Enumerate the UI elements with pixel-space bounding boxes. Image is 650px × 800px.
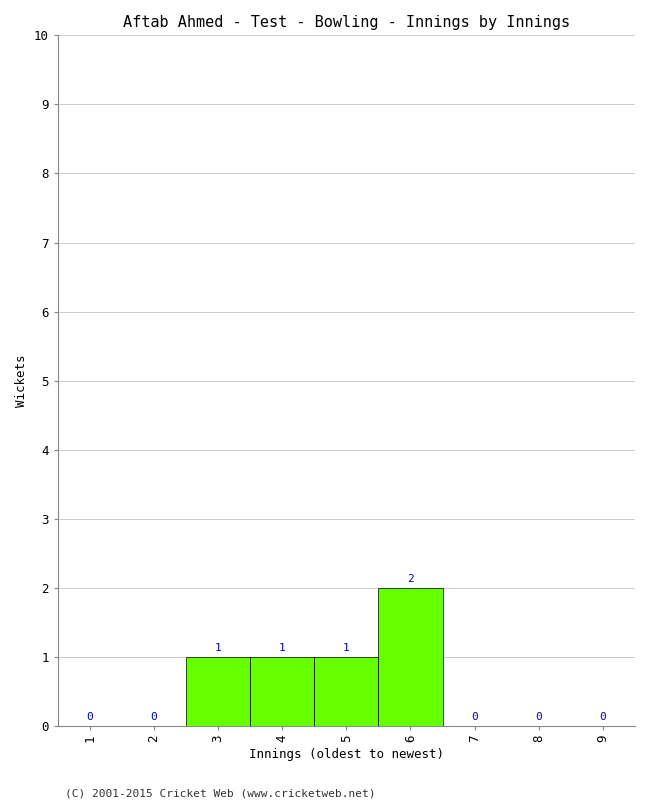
Bar <box>314 657 378 726</box>
Bar <box>186 657 250 726</box>
Text: 0: 0 <box>150 713 157 722</box>
Text: 1: 1 <box>279 643 285 654</box>
Y-axis label: Wickets: Wickets <box>15 354 28 407</box>
Bar <box>250 657 314 726</box>
Text: (C) 2001-2015 Cricket Web (www.cricketweb.net): (C) 2001-2015 Cricket Web (www.cricketwe… <box>65 788 376 798</box>
X-axis label: Innings (oldest to newest): Innings (oldest to newest) <box>249 748 444 761</box>
Text: 1: 1 <box>343 643 350 654</box>
Text: 0: 0 <box>86 713 93 722</box>
Text: 0: 0 <box>599 713 606 722</box>
Text: 0: 0 <box>471 713 478 722</box>
Text: 2: 2 <box>407 574 414 584</box>
Title: Aftab Ahmed - Test - Bowling - Innings by Innings: Aftab Ahmed - Test - Bowling - Innings b… <box>123 15 570 30</box>
Text: 0: 0 <box>536 713 542 722</box>
Text: 1: 1 <box>214 643 222 654</box>
Bar <box>378 588 443 726</box>
